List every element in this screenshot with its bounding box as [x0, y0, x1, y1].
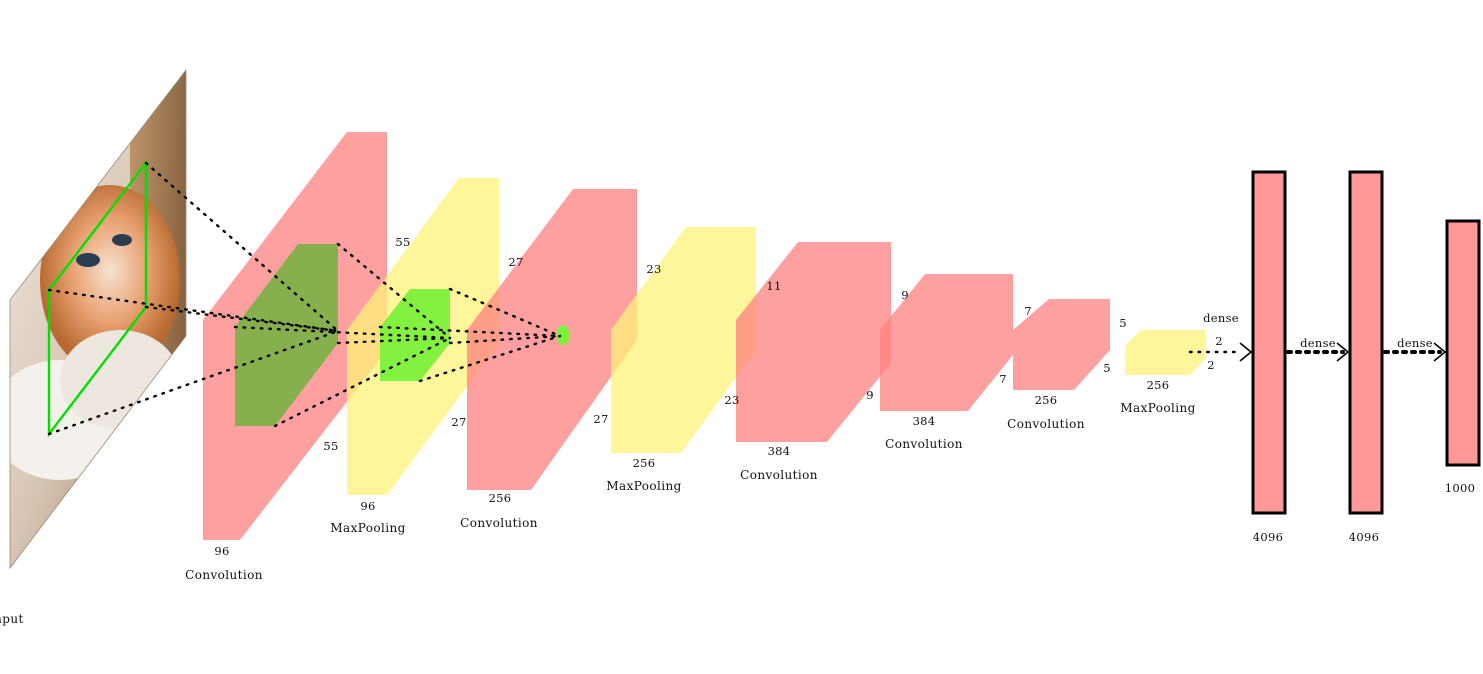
dense-2-block [1348, 170, 1384, 515]
conv1-height: 55 [323, 439, 338, 453]
conv3-caption: Convolution [740, 468, 818, 482]
conv4-width: 9 [901, 288, 909, 302]
pool3-out-bottom: 2 [1207, 358, 1215, 372]
pool3-out-top: 2 [1215, 334, 1223, 348]
pool2-caption: MaxPooling [606, 479, 681, 493]
pool1-depth: 96 [360, 499, 375, 513]
dense-1-units: 4096 [1253, 530, 1283, 544]
input-caption: Input [0, 612, 24, 626]
dense-2-edge-label: dense [1300, 336, 1336, 350]
conv2-height: 27 [593, 412, 608, 426]
pool2-width: 23 [646, 262, 661, 276]
conv1-depth: 96 [214, 544, 229, 558]
conv4-block [880, 274, 1013, 411]
pool1-height: 27 [451, 415, 466, 429]
conv5-height: 7 [999, 372, 1007, 386]
dense-3-block [1445, 219, 1481, 467]
pool1-width: 27 [508, 255, 523, 269]
conv3-width: 11 [766, 279, 781, 293]
input-image [9, 68, 187, 570]
connector-lines [47, 161, 1442, 436]
pool2-height: 23 [724, 393, 739, 407]
pool3-caption: MaxPooling [1120, 401, 1195, 415]
conv4-height: 9 [866, 388, 874, 402]
conv1-caption: Convolution [185, 568, 263, 582]
arrow-icon [1433, 342, 1447, 362]
pool2-depth: 256 [633, 456, 656, 470]
conv4-caption: Convolution [885, 437, 963, 451]
conv5-depth: 256 [1035, 393, 1058, 407]
conv1-width: 55 [395, 235, 410, 249]
pool1-kernel [380, 289, 450, 381]
conv1-kernel [235, 244, 338, 426]
pool1-caption: MaxPooling [330, 521, 405, 535]
dense-3-units: 1000 [1445, 481, 1475, 495]
dense-3-edge-label: dense [1397, 336, 1433, 350]
pool3-depth: 256 [1147, 378, 1170, 392]
arrow-icon [1336, 342, 1350, 362]
conv5-block [1013, 299, 1110, 390]
dense-1-block [1251, 170, 1287, 515]
dense-2-units: 4096 [1349, 530, 1379, 544]
conv2-caption: Convolution [460, 516, 538, 530]
pool3-height: 5 [1103, 361, 1111, 375]
conv4-depth: 384 [913, 414, 936, 428]
pool3-block [1125, 330, 1206, 375]
arrow-icon [1239, 342, 1253, 362]
pool3-width: 5 [1119, 316, 1127, 330]
conv3-block [736, 242, 891, 442]
pool2-block [611, 227, 756, 453]
dense-1-edge-label: dense [1203, 311, 1239, 325]
conv2-depth: 256 [489, 491, 512, 505]
conv3-depth: 384 [768, 444, 791, 458]
conv2-kernel [556, 325, 570, 345]
conv5-width: 7 [1024, 304, 1032, 318]
conv5-caption: Convolution [1007, 417, 1085, 431]
